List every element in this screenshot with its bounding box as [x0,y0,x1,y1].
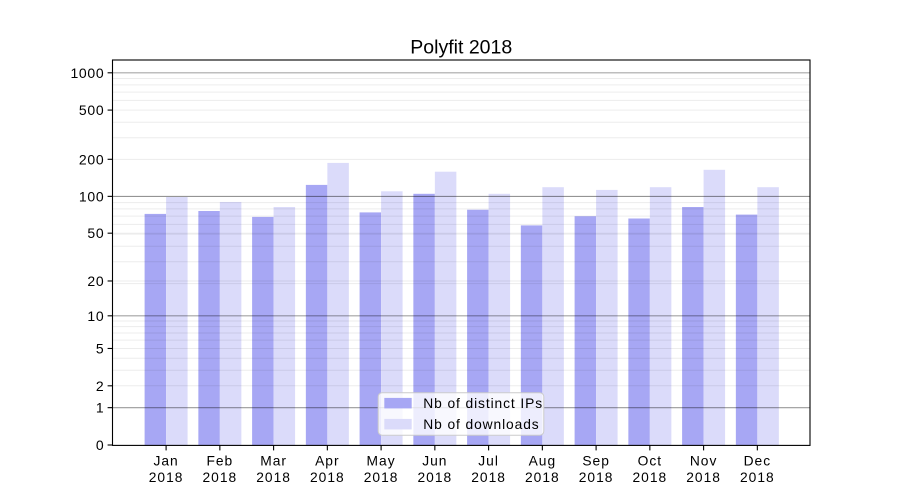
svg-text:20: 20 [87,273,104,289]
svg-text:100: 100 [79,188,104,204]
svg-text:2018: 2018 [740,470,775,485]
svg-text:Sep: Sep [582,454,610,469]
svg-text:1000: 1000 [70,65,104,81]
svg-text:Oct: Oct [638,454,662,469]
svg-text:Nb of downloads: Nb of downloads [423,417,539,432]
svg-text:2018: 2018 [417,470,452,485]
svg-text:Jul: Jul [478,454,499,469]
svg-text:2018: 2018 [364,470,399,485]
svg-text:Apr: Apr [315,454,339,469]
svg-text:May: May [367,454,396,469]
svg-text:10: 10 [87,308,104,324]
svg-text:Aug: Aug [529,454,557,469]
svg-text:200: 200 [79,151,104,167]
svg-text:500: 500 [79,102,104,118]
svg-text:Mar: Mar [260,454,287,469]
svg-text:2018: 2018 [579,470,614,485]
svg-text:5: 5 [96,340,105,356]
svg-text:2018: 2018 [149,470,184,485]
svg-text:2018: 2018 [202,470,237,485]
svg-text:2: 2 [96,378,105,394]
svg-text:Dec: Dec [744,454,772,469]
svg-text:2018: 2018 [256,470,291,485]
svg-text:Jan: Jan [153,454,178,469]
svg-text:Feb: Feb [206,454,233,469]
svg-text:0: 0 [96,437,105,453]
svg-text:50: 50 [87,225,104,241]
svg-text:1: 1 [96,400,105,416]
svg-text:Nb of distinct IPs: Nb of distinct IPs [423,396,543,411]
svg-text:Nov: Nov [690,454,718,469]
svg-text:2018: 2018 [310,470,345,485]
svg-text:2018: 2018 [471,470,506,485]
svg-text:2018: 2018 [525,470,560,485]
svg-text:Polyfit 2018: Polyfit 2018 [410,36,512,58]
svg-text:2018: 2018 [686,470,721,485]
svg-text:Jun: Jun [422,454,447,469]
svg-text:2018: 2018 [632,470,667,485]
